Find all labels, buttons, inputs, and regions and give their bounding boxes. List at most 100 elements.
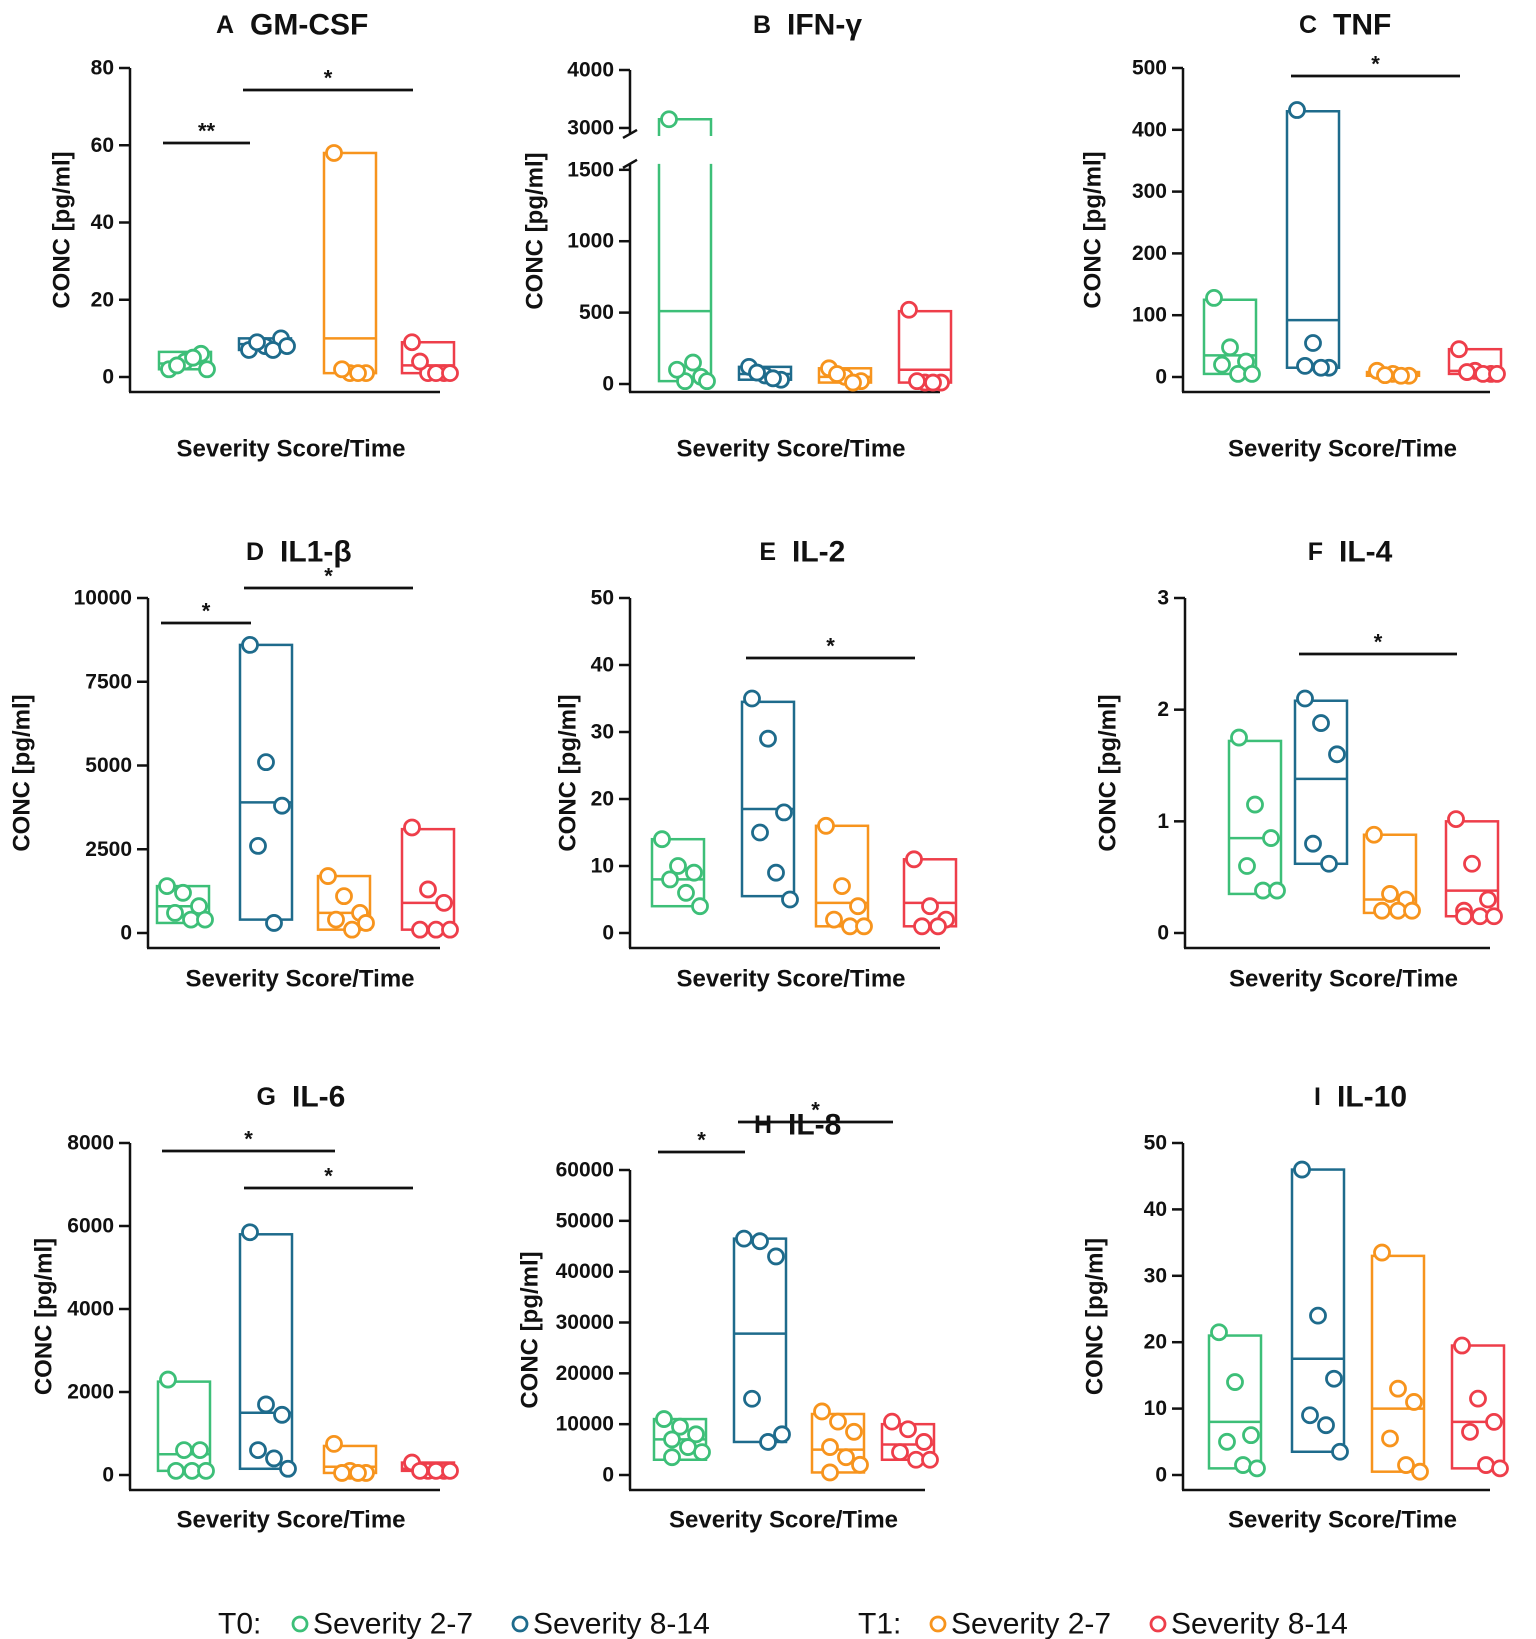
y-tick-label: 3 (1157, 587, 1169, 610)
data-point (668, 360, 686, 379)
y-tick-label: 40 (1144, 1198, 1167, 1221)
y-tick-label: 10 (1144, 1397, 1167, 1420)
legend-marker (511, 1615, 529, 1633)
legend-item-label: Severity 8-14 (1171, 1608, 1348, 1639)
y-tick-label: 30 (1144, 1264, 1167, 1287)
data-point (441, 364, 459, 383)
data-point (174, 883, 192, 902)
range-box (1207, 1334, 1263, 1470)
data-point (168, 356, 186, 375)
range-box (238, 1233, 294, 1471)
group-3 (322, 1434, 378, 1482)
significance-label: * (324, 1164, 333, 1189)
data-point (1221, 338, 1239, 357)
data-point (175, 1441, 193, 1459)
y-axis-label: CONC [pg/ml] (49, 151, 76, 308)
group-4 (1444, 810, 1503, 926)
data-point (660, 110, 678, 129)
group-1 (650, 830, 709, 916)
group-3 (316, 867, 375, 939)
group-1 (157, 344, 216, 379)
data-point (278, 337, 296, 356)
data-point (751, 1232, 769, 1251)
group-2 (238, 636, 294, 932)
data-point (1373, 1243, 1391, 1262)
data-point (698, 372, 716, 391)
group-4 (897, 300, 953, 392)
data-point (325, 1434, 343, 1453)
data-point (817, 816, 835, 835)
data-point (693, 1443, 711, 1462)
legend-group-label: T0: (218, 1608, 261, 1639)
y-tick-label: 30 (591, 721, 614, 744)
panel-letter: B (753, 11, 771, 39)
panel-letter: I (1314, 1083, 1321, 1111)
axis-break-mark (622, 158, 638, 169)
range-box (400, 827, 456, 931)
y-tick-label: 80 (91, 57, 114, 80)
data-point (319, 867, 337, 885)
data-point (1243, 365, 1261, 383)
data-point (1477, 1456, 1495, 1474)
y-tick-label: 30000 (556, 1311, 614, 1334)
data-point (735, 1229, 753, 1248)
significance-label: * (244, 1127, 253, 1152)
group-4 (400, 1453, 459, 1480)
data-point (441, 920, 459, 939)
panel-title: IL-2 (792, 536, 845, 569)
y-tick-label: 0 (102, 366, 114, 389)
data-point (1312, 714, 1330, 732)
data-point (883, 1412, 901, 1431)
data-point (1230, 728, 1248, 747)
panel-title: IL-10 (1337, 1081, 1407, 1114)
data-point (411, 352, 429, 371)
group-4 (1447, 340, 1506, 383)
y-tick-label: 50 (1144, 1132, 1167, 1155)
y-tick-label: 0 (102, 1464, 114, 1487)
data-point (1288, 101, 1306, 119)
group-3 (1370, 1243, 1429, 1481)
data-point (1320, 854, 1338, 873)
data-point (265, 1449, 283, 1468)
y-tick-label: 20 (91, 288, 114, 311)
data-point (1234, 1456, 1252, 1474)
data-point (441, 1461, 459, 1480)
data-point (759, 1433, 777, 1451)
y-tick-label: 40000 (556, 1260, 614, 1283)
group-2 (1293, 689, 1349, 873)
x-axis-label: Severity Score/Time (676, 436, 905, 463)
data-point (257, 753, 275, 772)
data-point (1226, 1373, 1244, 1391)
y-tick-label: 8000 (67, 1132, 114, 1155)
data-point (349, 1464, 367, 1482)
data-point (343, 920, 361, 939)
data-point (767, 1247, 785, 1266)
group-2 (737, 357, 793, 389)
x-axis-label: Severity Score/Time (669, 1507, 898, 1534)
data-point (691, 897, 709, 916)
data-point (833, 877, 851, 895)
y-tick-label: 4000 (567, 59, 614, 82)
panel-c: C TNF 0 100 200 300 400 500 CONC [pg/ml] Severity… (1080, 9, 1506, 463)
y-tick-label: 0 (1155, 366, 1167, 389)
y-tick-label: 1 (1157, 810, 1169, 833)
y-tick-label: 10000 (74, 587, 132, 610)
y-tick-label: 0 (602, 1464, 614, 1487)
legend-item-label: Severity 8-14 (533, 1608, 710, 1639)
data-point (1312, 358, 1330, 377)
data-point (1381, 1429, 1399, 1448)
data-point (273, 1405, 291, 1424)
group-1 (155, 877, 214, 929)
panel-title: TNF (1333, 9, 1391, 42)
data-point (1328, 745, 1346, 764)
data-point (279, 1459, 297, 1478)
y-tick-label: 0 (602, 373, 614, 396)
group-1 (1227, 728, 1286, 900)
data-point (829, 1412, 847, 1431)
data-point (411, 1461, 429, 1480)
data-point (191, 1441, 209, 1459)
data-point (908, 372, 926, 391)
data-point (335, 887, 353, 906)
data-point (900, 300, 918, 319)
legend-marker (291, 1615, 309, 1633)
